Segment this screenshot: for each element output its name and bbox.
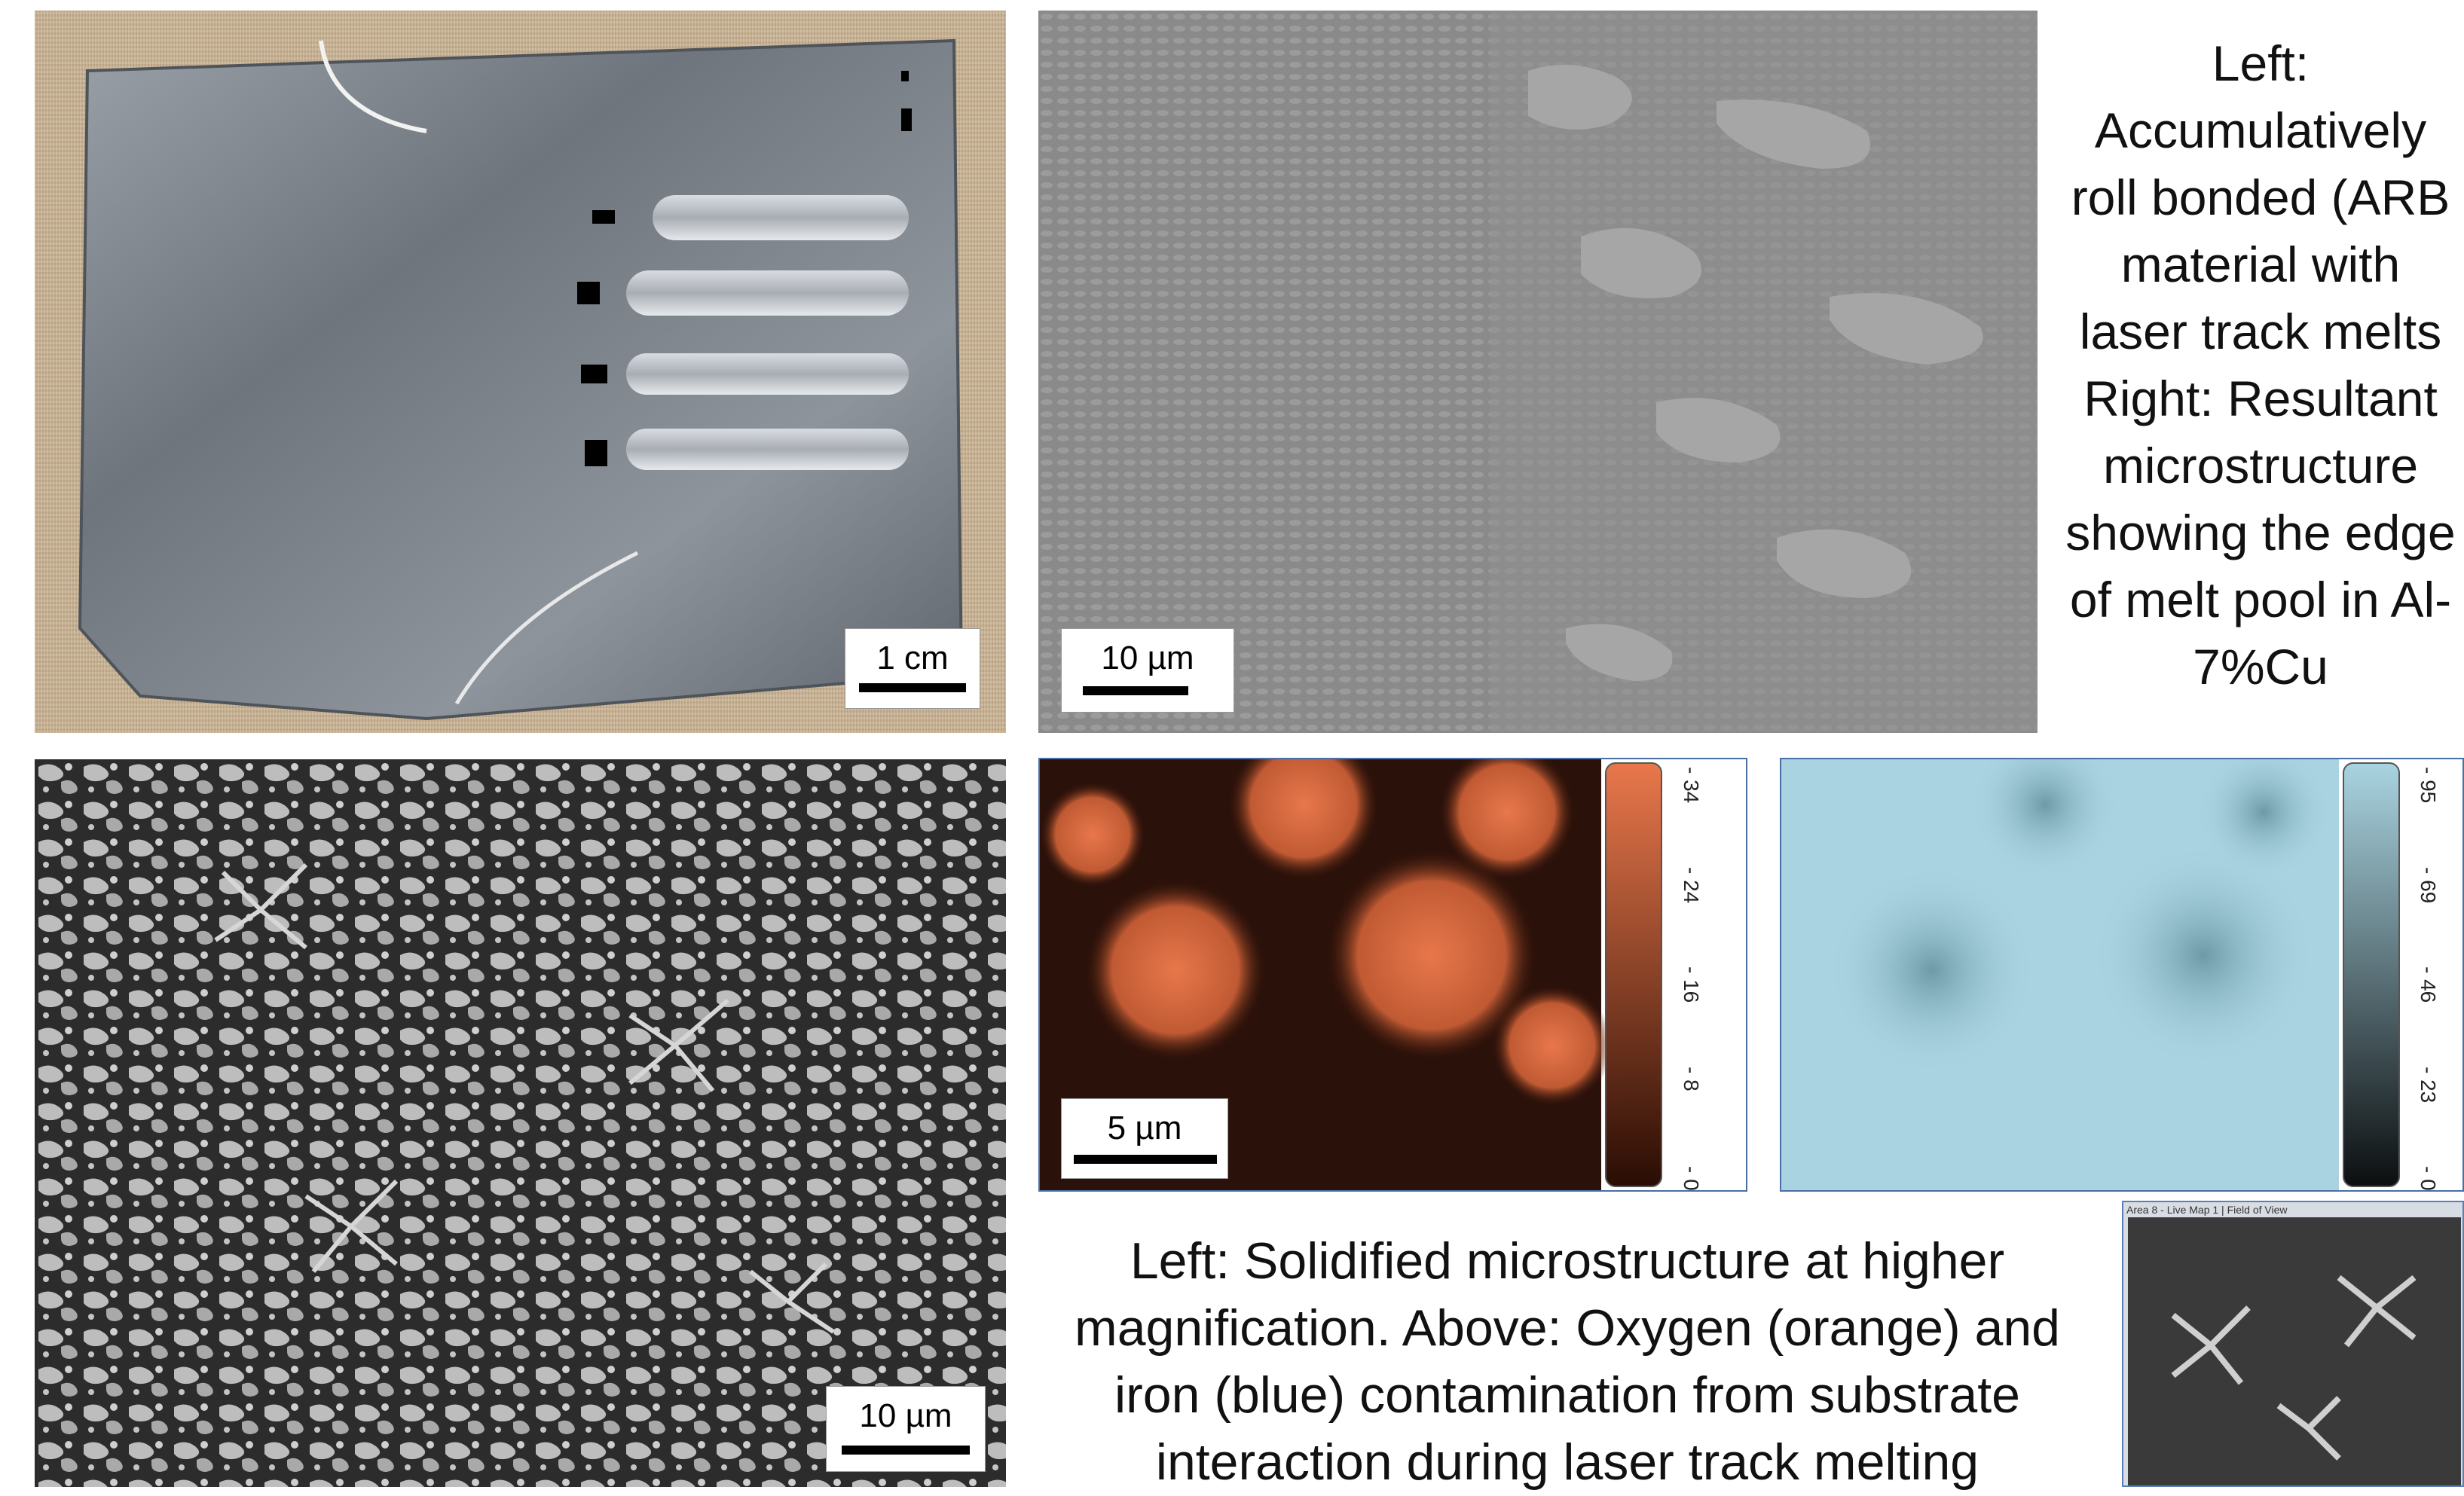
caption-line: Left: Solidified microstructure at highe… [1130,1232,2005,1290]
oxygen-colorbar [1605,762,1662,1187]
caption-line: magnification. Above: Oxygen (orange) an… [1075,1299,2060,1357]
sem-bottom-scale-line [842,1446,970,1455]
caption-line: roll bonded (ARB [2071,169,2450,225]
caption-line: material with [2120,237,2401,292]
arb-sheet-photo: 1 cm [35,11,1006,733]
colorbar-tick-label: - 0 [1680,1166,1703,1191]
photo-scale-line [859,683,966,692]
colorbar-tick-label: - 24 [1680,866,1703,903]
thumbnail-title: Area 8 - Live Map 1 | Field of View [2126,1204,2288,1216]
caption-line: Right: Resultant [2083,371,2438,426]
colorbar-tick-label: - 95 [2417,767,2440,804]
sem-top-scale-bar: 10 µm [1061,628,1234,713]
colorbar-tick-label: - 23 [2417,1066,2440,1103]
oxygen-scale-line [1074,1155,1217,1164]
sem-melt-pool-edge-image: 10 µm [1038,11,2038,733]
colorbar-tick-label: - 46 [2417,966,2440,1003]
bottom-caption: Left: Solidified microstructure at highe… [1017,1228,2117,1496]
live-map-thumbnail: Area 8 - Live Map 1 | Field of View [2122,1201,2464,1487]
colorbar-tick-label: - 0 [2417,1166,2440,1191]
laser-track-3 [626,353,909,395]
laser-track-4 [626,429,909,470]
caption-line: microstructure [2102,438,2419,493]
top-right-caption: Left: Accumulatively roll bonded (ARB mater… [2057,30,2464,701]
sem-top-scale-line [1083,686,1188,695]
caption-line: of melt pool in Al- [2069,572,2452,627]
sem-top-scale-label: 10 µm [1101,640,1194,676]
laser-track-2 [626,270,909,316]
metal-sheet-graphic [78,38,964,721]
colorbar-tick-label: - 69 [2417,866,2440,903]
caption-line: Left: [2212,35,2310,91]
caption-line: interaction during laser track melting [1155,1433,1979,1491]
sem-bottom-scale-label: 10 µm [859,1397,952,1434]
sem-bottom-scale-bar: 10 µm [826,1386,986,1472]
iron-eds-map: - 95 - 69 - 46 - 23 - 0 [1780,758,2464,1192]
colorbar-tick-label: - 34 [1680,767,1703,804]
oxygen-eds-map: - 34 - 24 - 16 - 8 - 0 5 µm [1038,758,1747,1192]
caption-line: showing the edge [2065,505,2456,560]
caption-line: 7%Cu [2193,639,2328,695]
colorbar-tick-label: - 8 [1680,1066,1703,1091]
iron-colorbar [2343,762,2400,1187]
caption-line: Accumulatively [2094,102,2427,158]
photo-scale-label: 1 cm [876,640,949,676]
oxygen-scale-label: 5 µm [1107,1110,1182,1146]
oxygen-scale-bar: 5 µm [1061,1098,1228,1179]
photo-scale-bar: 1 cm [845,628,980,709]
sem-solidified-microstructure-image: 10 µm [35,759,1006,1487]
laser-track-1 [653,195,909,240]
colorbar-tick-label: - 16 [1680,966,1703,1003]
caption-line: laser track melts [2079,304,2442,359]
caption-line: iron (blue) contamination from substrate [1114,1366,2020,1424]
